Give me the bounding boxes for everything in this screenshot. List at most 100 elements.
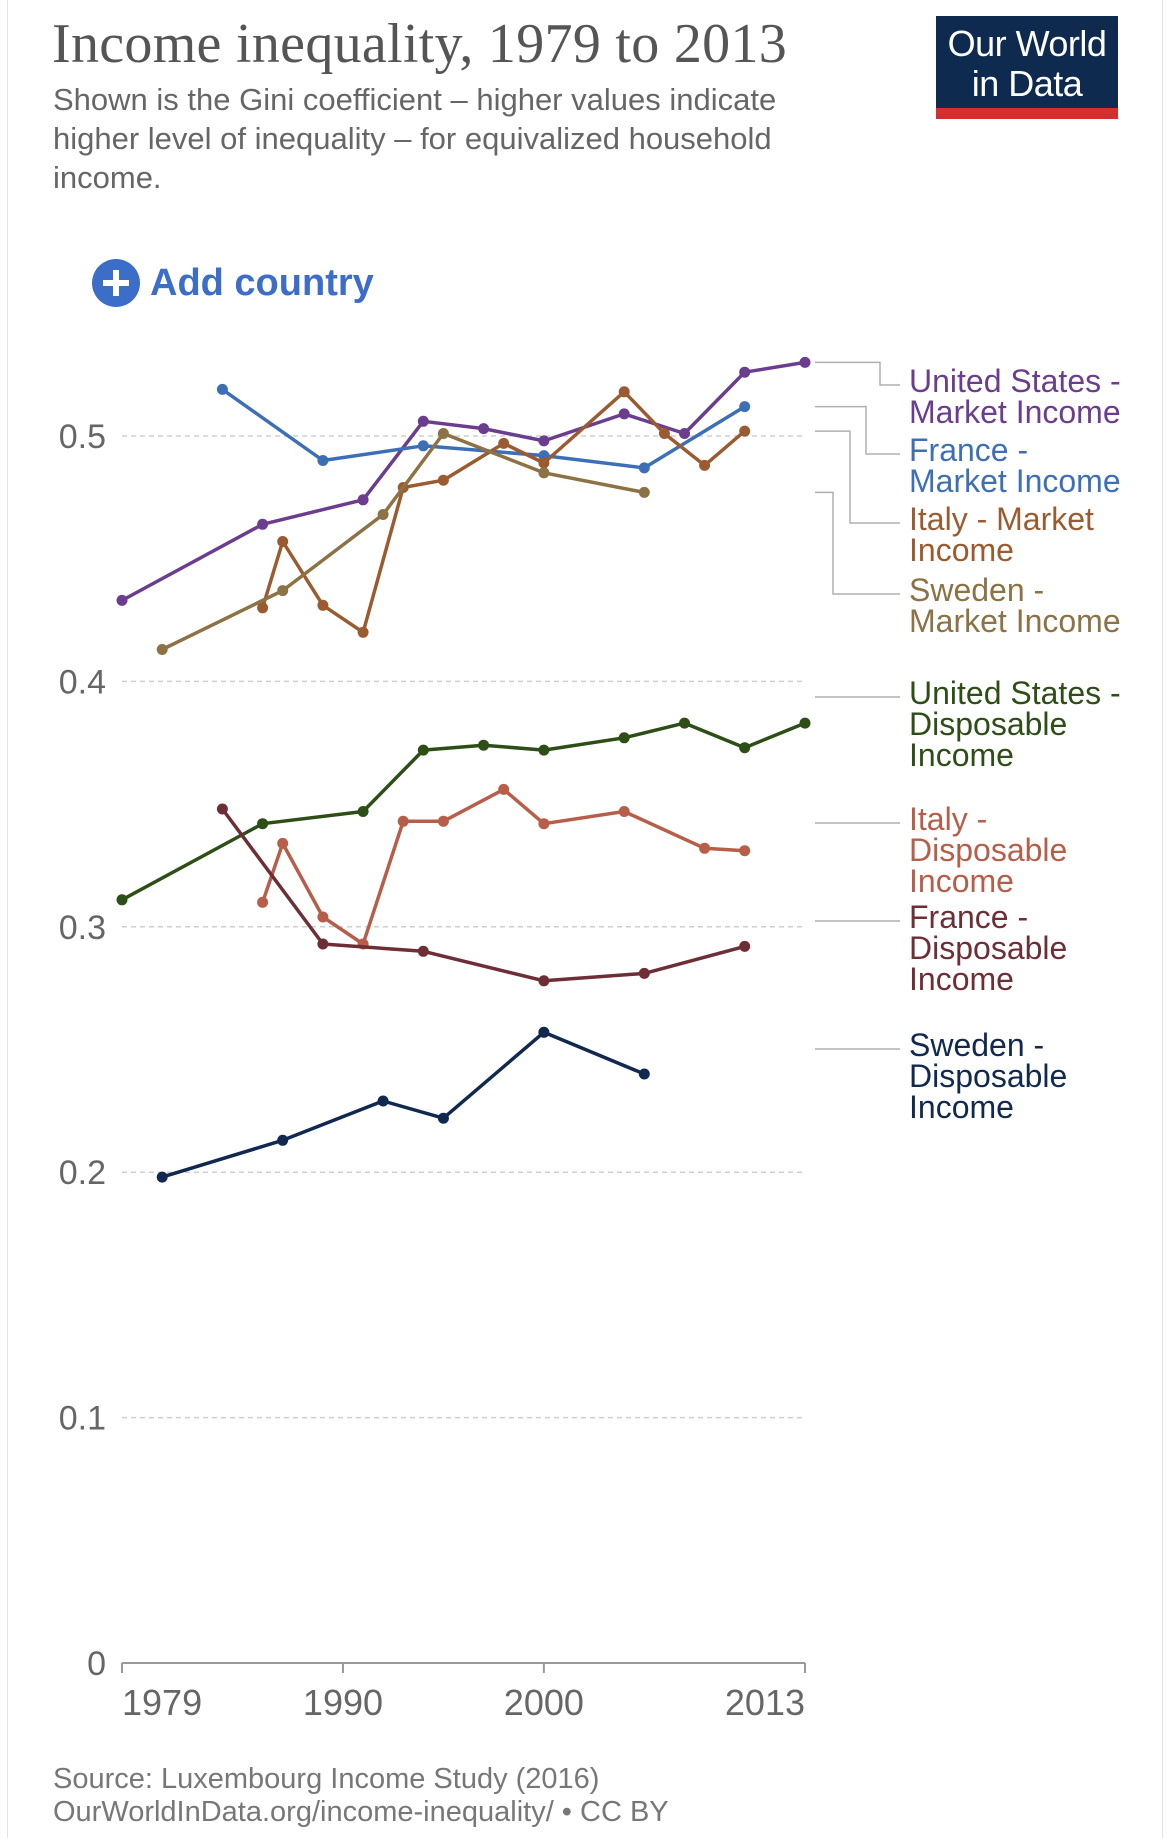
legend-entry-italy-disposable-income[interactable]: Italy -Disposable Income [909, 801, 1067, 899]
series-line[interactable] [121, 360, 806, 602]
legend-label[interactable]: United States -Disposable Income [909, 675, 1121, 773]
data-point[interactable] [377, 509, 389, 520]
data-point[interactable] [679, 428, 690, 439]
data-point[interactable] [277, 585, 289, 597]
legend-entry-sweden-disposable-income[interactable]: Sweden -Disposable Income [909, 1027, 1067, 1125]
series-italy-market-income[interactable] [257, 386, 751, 638]
series-line[interactable] [260, 787, 745, 946]
data-point[interactable] [377, 1095, 389, 1107]
data-point[interactable] [739, 742, 751, 754]
data-point[interactable] [437, 428, 449, 439]
data-point[interactable] [699, 842, 711, 854]
data-point[interactable] [739, 425, 751, 437]
data-point[interactable] [257, 518, 269, 530]
series-italy-disposable-income[interactable] [257, 783, 751, 950]
series-line[interactable] [161, 1030, 645, 1179]
data-point[interactable] [739, 845, 751, 857]
data-point[interactable] [618, 386, 630, 398]
add-country-button[interactable]: Add country [92, 258, 374, 308]
data-point[interactable] [679, 717, 690, 729]
legend-label[interactable]: Italy - Market Income [909, 501, 1094, 568]
legend-label[interactable]: Sweden -Disposable Income [909, 1027, 1067, 1125]
data-point[interactable] [417, 744, 429, 756]
data-point[interactable] [638, 967, 650, 979]
data-point[interactable] [437, 474, 449, 486]
data-point[interactable] [478, 739, 490, 751]
series-united-states-market-income[interactable] [116, 356, 811, 606]
data-point[interactable] [739, 401, 751, 413]
data-point[interactable] [156, 1171, 168, 1183]
data-point[interactable] [498, 783, 510, 795]
data-point[interactable] [799, 717, 811, 729]
data-point[interactable] [638, 486, 650, 498]
data-point[interactable] [658, 428, 670, 439]
data-point[interactable] [357, 806, 369, 817]
data-point[interactable] [277, 1134, 289, 1146]
data-point[interactable] [257, 818, 269, 830]
data-point[interactable] [397, 815, 409, 827]
data-point[interactable] [538, 1026, 550, 1038]
series-sweden-market-income[interactable] [156, 428, 650, 655]
data-point[interactable] [317, 911, 329, 923]
series-line[interactable] [121, 721, 806, 902]
x-tick-label: 2013 [725, 1682, 805, 1723]
data-point[interactable] [437, 1112, 449, 1124]
legend-entry-france-disposable-income[interactable]: France -Disposable Income [909, 899, 1067, 997]
data-point[interactable] [478, 423, 490, 435]
data-point[interactable] [739, 366, 751, 378]
legend-entry-italy-market-income[interactable]: Italy - Market Income [909, 501, 1094, 568]
legend-entry-united-states-disposable-income[interactable]: United States -Disposable Income [909, 675, 1121, 773]
x-tick-label: 2000 [504, 1682, 584, 1723]
data-point[interactable] [116, 894, 128, 906]
series-line[interactable] [260, 390, 746, 635]
legend-label[interactable]: Sweden -Market Income [909, 572, 1121, 639]
data-point[interactable] [538, 975, 550, 987]
data-point[interactable] [417, 440, 429, 452]
data-point[interactable] [277, 536, 289, 547]
owid-logo[interactable]: Our World in Data [936, 16, 1118, 119]
data-point[interactable] [437, 815, 449, 827]
data-point[interactable] [618, 408, 630, 420]
data-point[interactable] [739, 940, 751, 952]
data-point[interactable] [156, 644, 168, 655]
legend-label[interactable]: United States -Market Income [909, 363, 1121, 430]
legend-label[interactable]: France -Market Income [909, 432, 1121, 499]
data-point[interactable] [799, 356, 811, 368]
data-point[interactable] [498, 437, 510, 449]
data-point[interactable] [277, 837, 289, 849]
legend-label[interactable]: France -Disposable Income [909, 899, 1067, 997]
legend-entry-france-market-income[interactable]: France -Market Income [909, 432, 1121, 499]
data-point[interactable] [538, 435, 550, 447]
data-point[interactable] [538, 467, 550, 479]
data-point[interactable] [257, 602, 269, 614]
data-point[interactable] [618, 806, 630, 817]
data-point[interactable] [317, 599, 329, 611]
data-point[interactable] [357, 626, 369, 638]
legend-label[interactable]: Italy -Disposable Income [909, 801, 1067, 899]
y-tick-label: 0.5 [59, 418, 106, 456]
data-point[interactable] [638, 1068, 650, 1080]
data-point[interactable] [257, 896, 269, 908]
data-point[interactable] [699, 459, 711, 471]
data-point[interactable] [538, 818, 550, 830]
legend-entry-united-states-market-income[interactable]: United States -Market Income [909, 363, 1121, 430]
data-point[interactable] [538, 457, 550, 469]
series-france-disposable-income[interactable] [216, 803, 751, 987]
data-point[interactable] [357, 494, 369, 506]
series-line[interactable] [220, 807, 746, 983]
data-point[interactable] [618, 732, 630, 744]
data-point[interactable] [417, 945, 429, 957]
data-point[interactable] [116, 594, 128, 606]
data-point[interactable] [216, 803, 228, 815]
series-sweden-disposable-income[interactable] [156, 1026, 650, 1183]
data-point[interactable] [417, 415, 429, 427]
data-point[interactable] [317, 938, 329, 950]
source-url[interactable]: OurWorldInData.org/income-inequality/ • … [53, 1796, 669, 1828]
data-point[interactable] [638, 462, 650, 474]
data-point[interactable] [216, 383, 228, 395]
data-point[interactable] [317, 455, 329, 466]
legend-entry-sweden-market-income[interactable]: Sweden -Market Income [909, 572, 1121, 639]
series-line[interactable] [161, 431, 645, 652]
data-point[interactable] [538, 744, 550, 756]
series-united-states-disposable-income[interactable] [116, 717, 811, 906]
